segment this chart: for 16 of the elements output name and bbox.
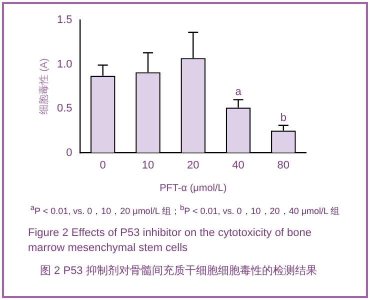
y-tick-label: 0 (66, 146, 72, 159)
text: $^{a}$P < 0.01, vs. 0，10，20 μmol/L 组；$^{b}$P < 0.01, vs. 0，10，20，40 μmol/L 组 (29, 203, 341, 218)
x-tick-label: 10 (142, 159, 154, 172)
x-tick-label: 0 (100, 159, 106, 172)
y-tick-label: 1.0 (56, 58, 72, 70)
y-tick-label: 1.5 (56, 14, 72, 26)
y-tick-label: 0.5 (56, 102, 72, 115)
x-axis-title: PFT-α (μmol/L) (160, 182, 227, 194)
annotation: a (235, 86, 242, 98)
annotation: b (280, 112, 286, 124)
x-tick-label: 40 (232, 159, 244, 172)
x-tick-label: 80 (277, 159, 290, 172)
y-axis-title: 细胞毒性 (A) (38, 58, 50, 114)
x-tick-label: 20 (187, 159, 200, 172)
text: Figure 2 Effects of P53 inhibitor on the cytotoxicity of bone marrow mesenchymal stem cells (28, 226, 313, 256)
text: 图 2 P53 抑制剂对骨髓间充质干细胞细胞毒性的检测结果 (40, 264, 317, 278)
